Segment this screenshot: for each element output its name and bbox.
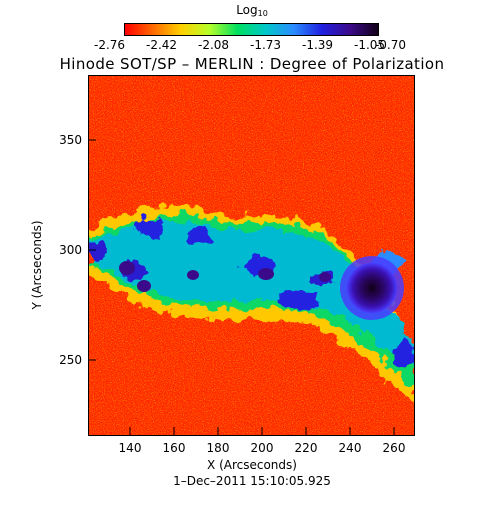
polarization-map-image <box>89 76 414 435</box>
x-tick-label: 140 <box>119 441 142 455</box>
polarization-map <box>88 75 415 436</box>
plot-title: Hinode SOT/SP – MERLIN : Degree of Polar… <box>59 55 445 73</box>
colorbar-tick-label: -0.70 <box>374 38 406 52</box>
x-tick-label: 180 <box>207 441 230 455</box>
patch-blue <box>89 242 107 260</box>
active-region <box>89 204 414 405</box>
patch-blue <box>279 293 319 309</box>
colorbar-label-subscript: 10 <box>257 9 268 18</box>
patch-blue <box>394 342 414 370</box>
core-dark <box>258 268 274 280</box>
colorbar-tick-label: -1.39 <box>302 38 334 52</box>
core-dark <box>119 261 135 275</box>
core-dark <box>137 280 151 292</box>
colorbar-label: Log10 <box>228 3 276 21</box>
colorbar-tick-label: -1.05 <box>354 38 386 52</box>
patch-blue <box>135 218 163 238</box>
colorbar-tick-label: -2.76 <box>94 38 126 52</box>
band-cyan <box>89 222 414 365</box>
tick-marks <box>88 139 395 435</box>
y-tick-label: 250 <box>59 353 82 367</box>
patch-blue <box>187 227 211 245</box>
y-tick-label: 350 <box>59 133 82 147</box>
core-dark <box>187 270 199 280</box>
colorbar-tick-label: -1.73 <box>250 38 282 52</box>
colorbar-tick-labels: -2.76 -2.42 -2.08 -1.73 -1.39 -1.05 -0.7… <box>94 38 408 52</box>
x-axis-label: X (Arcseconds) <box>207 458 297 472</box>
colorbar-label-base: Log <box>236 3 258 17</box>
x-tick-label: 220 <box>295 441 318 455</box>
y-tick-label: 300 <box>59 243 82 257</box>
colorbar <box>124 23 379 36</box>
timestamp: 1–Dec–2011 15:10:05.925 <box>173 474 331 488</box>
x-tick-label: 260 <box>383 441 406 455</box>
core-dark <box>319 272 331 282</box>
colorbar-tick-label: -2.08 <box>198 38 230 52</box>
x-tick-label: 200 <box>251 441 274 455</box>
x-tick-label: 240 <box>339 441 362 455</box>
x-tick-label: 160 <box>163 441 186 455</box>
sunspot-umbra <box>347 263 397 313</box>
colorbar-tick-label: -2.42 <box>146 38 178 52</box>
